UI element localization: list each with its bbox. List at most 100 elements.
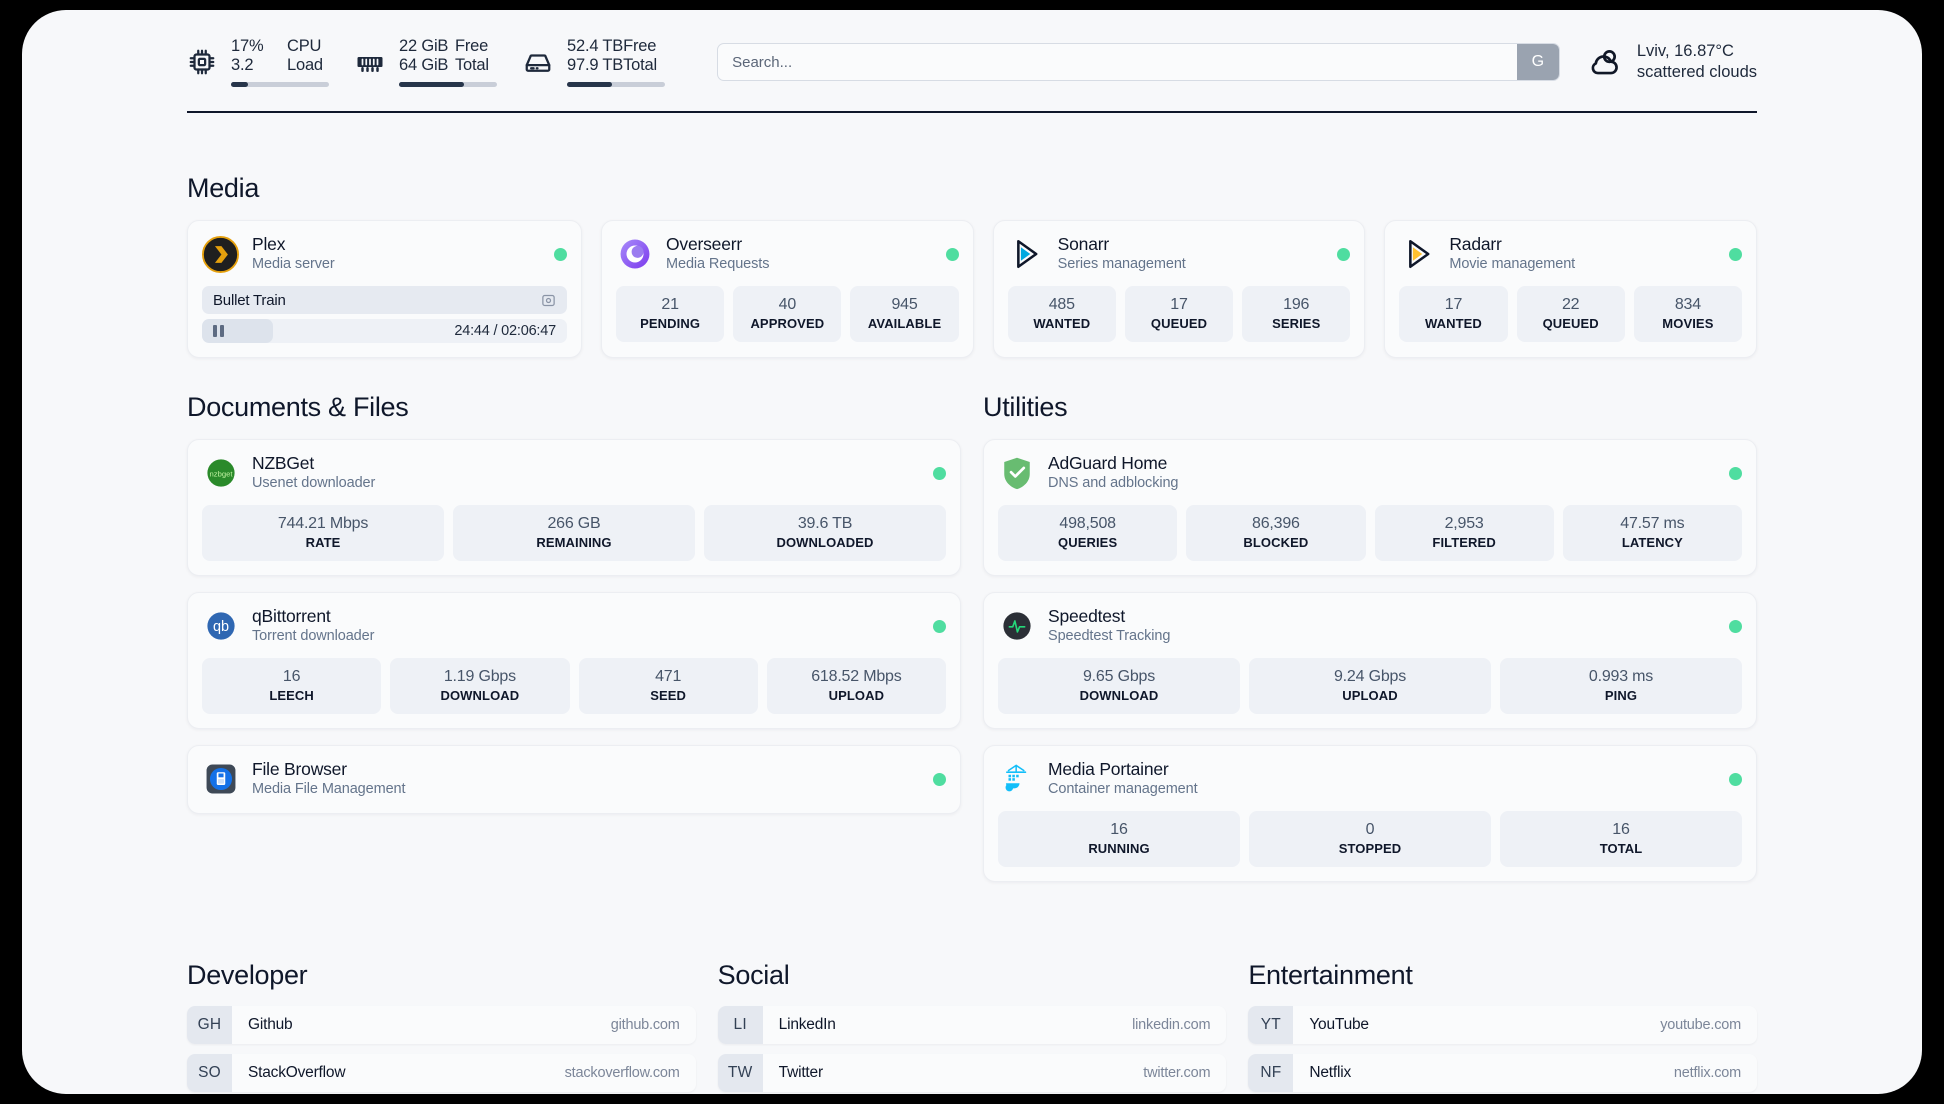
tile-label: QUEUED — [1150, 316, 1208, 331]
ram-usage-bar — [399, 82, 497, 87]
bookmark-name: Netflix — [1309, 1064, 1352, 1081]
stat-tile: 9.65 Gbps DOWNLOAD — [998, 658, 1240, 714]
portainer-icon — [998, 761, 1035, 798]
service-card-nzbget[interactable]: nzbget NZBGet Usenet downloader 744.21 M… — [187, 439, 961, 576]
nzbget-subtitle: Usenet downloader — [252, 475, 376, 491]
service-card-portainer[interactable]: Media Portainer Container management 16 … — [983, 745, 1757, 882]
adguard-shield-icon — [998, 455, 1035, 492]
nzbget-icon: nzbget — [202, 455, 239, 492]
cast-icon[interactable] — [541, 293, 556, 308]
service-card-speedtest[interactable]: Speedtest Speedtest Tracking 9.65 Gbps D… — [983, 592, 1757, 729]
tile-label: RUNNING — [1088, 841, 1150, 856]
stat-tile: 9.24 Gbps UPLOAD — [1249, 658, 1491, 714]
plex-icon — [202, 235, 239, 273]
ram-label-top: Free — [455, 37, 489, 55]
cpu-icon — [187, 47, 217, 77]
plex-progress-bar[interactable]: 24:44 / 02:06:47 — [202, 319, 567, 343]
tile-value: 47.57 ms — [1620, 515, 1685, 532]
stat-tile: 1.19 Gbps DOWNLOAD — [390, 658, 570, 714]
cpu-label-bottom: Load — [287, 56, 323, 74]
qbittorrent-icon: qb — [202, 608, 239, 645]
service-card-plex[interactable]: Plex Media server Bullet Train — [187, 220, 582, 358]
pause-icon[interactable] — [213, 325, 224, 337]
ram-label-bottom: Total — [455, 56, 489, 74]
stat-tile: 744.21 Mbps RATE — [202, 505, 444, 561]
portainer-stat-tiles: 16 RUNNING 0 STOPPED 16 TOTAL — [998, 811, 1742, 867]
tile-value: 471 — [655, 668, 682, 685]
search-input[interactable] — [718, 53, 1517, 71]
disk-free: 52.4 TB — [567, 37, 624, 55]
tile-value: 0.993 ms — [1588, 668, 1654, 685]
qbittorrent-title: qBittorrent — [252, 606, 331, 626]
weather-widget: Lviv, 16.87°C scattered clouds — [1586, 41, 1757, 83]
section-title-documents: Documents & Files — [187, 392, 409, 422]
tile-label: QUEUED — [1542, 316, 1599, 331]
bookmark-item-twitter[interactable]: TW Twitter twitter.com — [717, 1054, 1227, 1092]
cpu-label-top: CPU — [287, 37, 322, 55]
tile-label: WANTED — [1424, 316, 1482, 331]
sonarr-title: Sonarr — [1057, 234, 1110, 254]
ram-free: 22 GiB — [399, 37, 449, 55]
header-bar: 17% 3.2 CPU Load — [187, 10, 1757, 87]
filebrowser-status-dot — [933, 772, 946, 786]
utilities-column: Utilities AdGuard Home DNS and adblocki — [983, 392, 1757, 898]
bookmark-name: LinkedIn — [778, 1016, 836, 1033]
weather-location-temp: Lviv, 16.87°C — [1636, 42, 1734, 60]
bookmark-item-linkedin[interactable]: LI LinkedIn linkedin.com — [717, 1006, 1227, 1044]
service-card-overseerr[interactable]: Overseerr Media Requests 21 PENDING 40 A… — [601, 220, 974, 358]
service-card-qbittorrent[interactable]: qb qBittorrent Torrent downloader 16 LEE… — [187, 592, 961, 729]
header-divider — [187, 111, 1757, 113]
filebrowser-icon — [202, 761, 239, 798]
tile-value: 16 — [282, 668, 301, 685]
stat-tile: 266 GB REMAINING — [453, 505, 695, 561]
cpu-loadavg: 3.2 — [231, 56, 254, 74]
tile-label: SERIES — [1272, 316, 1321, 331]
radarr-title: Radarr — [1449, 234, 1502, 254]
nzbget-status-dot — [933, 466, 946, 480]
ram-total: 64 GiB — [399, 56, 449, 74]
service-card-adguard[interactable]: AdGuard Home DNS and adblocking 498,508 … — [983, 439, 1757, 576]
bookmark-item-stackoverflow[interactable]: SO StackOverflow stackoverflow.com — [187, 1054, 696, 1092]
bookmark-name: StackOverflow — [248, 1064, 346, 1081]
middle-grid: Documents & Files nzbget NZBGet Usenet d — [187, 358, 1757, 898]
search-box[interactable]: G — [717, 43, 1560, 81]
sonarr-stat-tiles: 485 WANTED 17 QUEUED 196 SERIES — [1007, 286, 1351, 342]
stat-memory: 22 GiB 64 GiB Free Total — [355, 37, 523, 87]
filebrowser-title: File Browser — [252, 759, 347, 779]
search-area: G — [717, 43, 1560, 81]
stat-tile: 16 LEECH — [202, 658, 382, 714]
search-submit-button[interactable]: G — [1516, 44, 1559, 80]
stat-tile: 16 RUNNING — [998, 811, 1240, 867]
service-card-filebrowser[interactable]: File Browser Media File Management — [187, 745, 961, 814]
stat-disk: 52.4 TB 97.9 TB Free Total — [523, 37, 691, 87]
stat-tile: 0.993 ms PING — [1500, 658, 1742, 714]
plex-now-playing-title: Bullet Train — [213, 291, 286, 309]
documents-column: Documents & Files nzbget NZBGet Usenet d — [187, 392, 961, 898]
tile-value: 16 — [1612, 821, 1630, 838]
stat-tile: 16 TOTAL — [1500, 811, 1742, 867]
stat-tile: 2,953 FILTERED — [1374, 505, 1554, 561]
bookmark-item-github[interactable]: GH Github github.com — [187, 1006, 696, 1044]
service-card-sonarr[interactable]: Sonarr Series management 485 WANTED 17 Q… — [992, 220, 1366, 358]
tile-label: LATENCY — [1621, 535, 1683, 550]
tile-value: 21 — [661, 296, 679, 313]
overseerr-title: Overseerr — [666, 234, 742, 254]
sonarr-subtitle: Series management — [1057, 256, 1186, 272]
plex-time-display: 24:44 / 02:06:47 — [454, 323, 556, 339]
tile-value: 17 — [1170, 296, 1188, 313]
stat-tile: 47.57 ms LATENCY — [1562, 505, 1742, 561]
overseerr-status-dot — [945, 247, 959, 261]
radarr-icon — [1399, 236, 1436, 273]
svg-text:nzbget: nzbget — [209, 469, 233, 478]
stat-tile: 196 SERIES — [1242, 286, 1351, 342]
plex-now-playing[interactable]: Bullet Train — [202, 286, 567, 314]
stat-tile: 21 PENDING — [616, 286, 725, 342]
bookmark-item-youtube[interactable]: YT YouTube youtube.com — [1248, 1006, 1758, 1044]
cloud-icon — [1586, 43, 1624, 81]
bookmark-item-netflix[interactable]: NF Netflix netflix.com — [1248, 1054, 1758, 1092]
tile-value: 9.24 Gbps — [1333, 668, 1407, 685]
tile-label: RATE — [305, 535, 341, 550]
service-card-radarr[interactable]: Radarr Movie management 17 WANTED 22 QUE… — [1384, 220, 1758, 358]
tile-label: DOWNLOADED — [776, 535, 874, 550]
tile-label: AVAILABLE — [867, 316, 942, 331]
